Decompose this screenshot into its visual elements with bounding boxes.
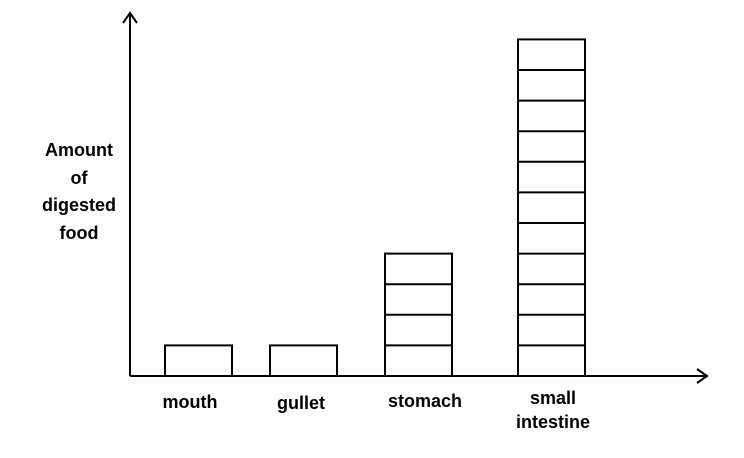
tick-label: stomach xyxy=(387,391,463,411)
bar xyxy=(164,344,233,377)
bar xyxy=(517,38,586,378)
y-axis-label-line: Amount xyxy=(45,140,113,160)
tick-label: gullet xyxy=(277,393,325,413)
category-label-gullet: gullet xyxy=(236,391,366,415)
y-axis-label: Amount of digested food xyxy=(20,137,138,247)
category-label-stomach: stomach xyxy=(360,389,490,413)
y-axis-label-line: of xyxy=(70,167,88,188)
tick-label: small xyxy=(529,388,577,408)
tick-label: mouth xyxy=(162,392,218,412)
y-axis-label-line: food xyxy=(59,222,99,243)
y-axis-label-line: digested xyxy=(41,195,116,215)
category-label-small-intestine: small intestine xyxy=(488,386,618,434)
x-axis-arrow xyxy=(696,368,709,384)
bar xyxy=(269,344,338,377)
tick-label: intestine xyxy=(515,412,590,432)
category-label-mouth: mouth xyxy=(125,390,255,414)
y-axis-arrow xyxy=(122,11,138,24)
